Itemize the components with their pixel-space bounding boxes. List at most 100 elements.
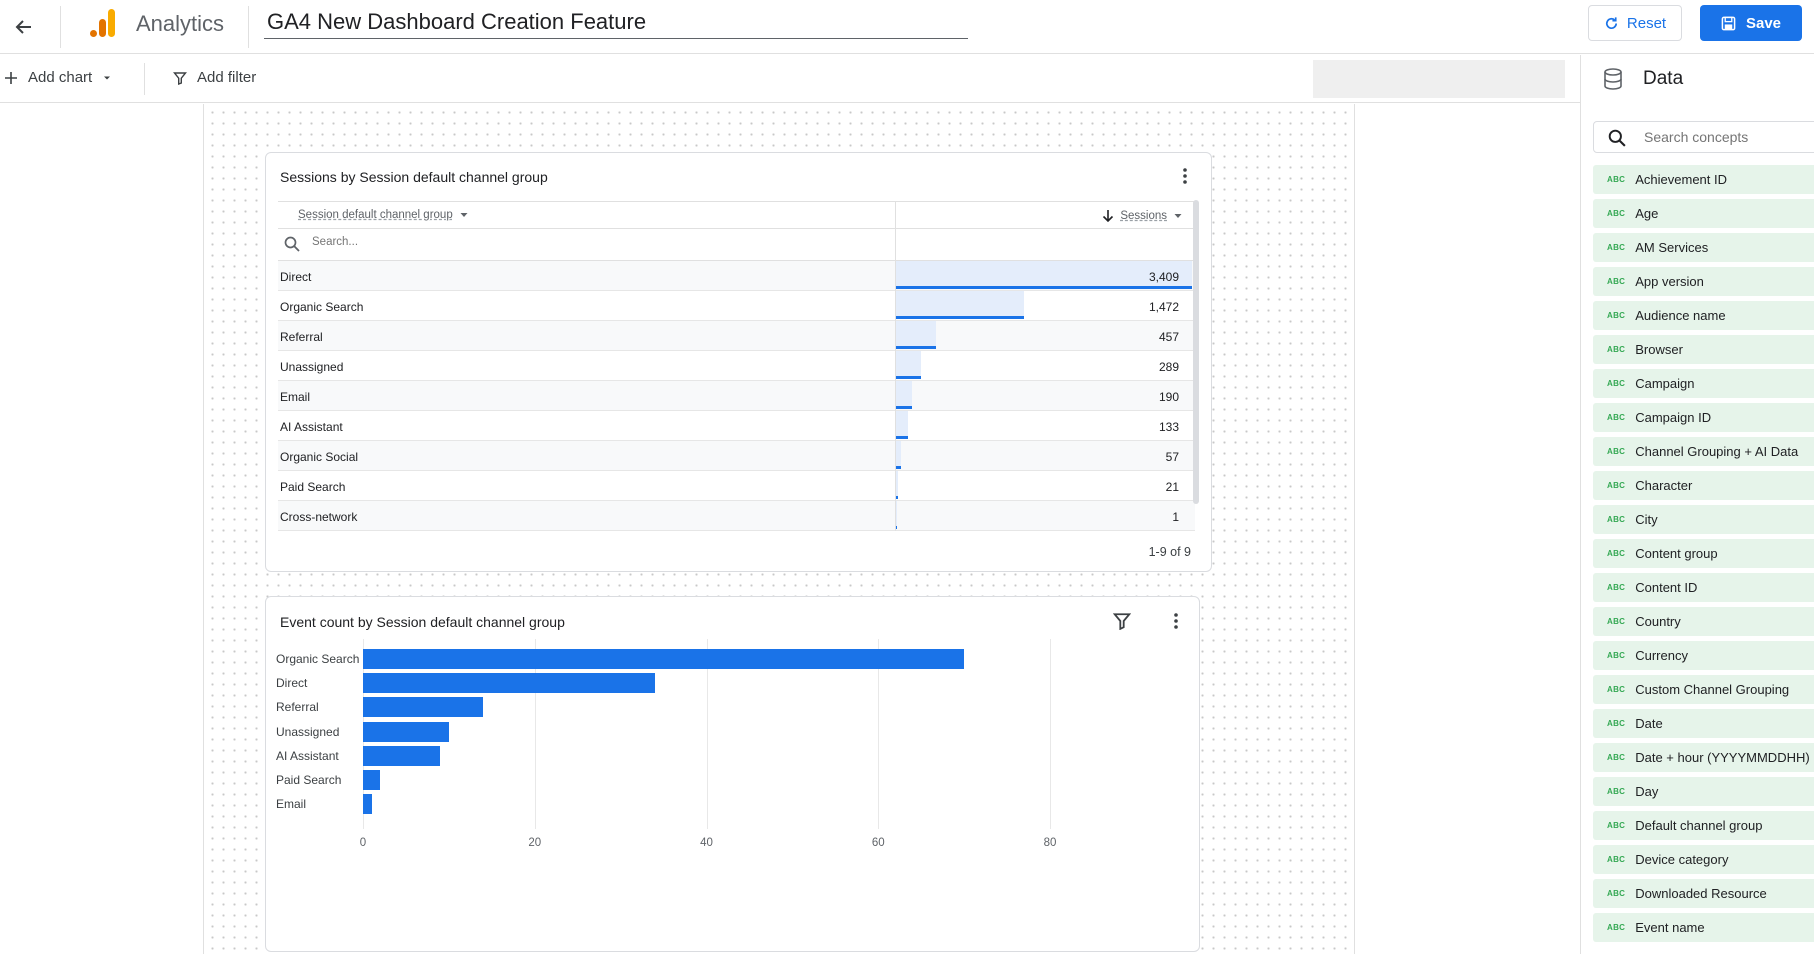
filter-icon[interactable] (1112, 611, 1132, 631)
dimension-field-item[interactable]: ABC Default channel group (1593, 811, 1814, 840)
table-row[interactable]: Email 190 (278, 381, 1195, 411)
text-type-icon: ABC (1607, 243, 1626, 252)
x-tick-label: 80 (1043, 837, 1057, 849)
dimension-field-item[interactable]: ABC Audience name (1593, 301, 1814, 330)
bar[interactable] (363, 649, 965, 669)
table-scrollbar[interactable] (1193, 200, 1199, 504)
bar[interactable] (363, 697, 484, 718)
bar[interactable] (363, 721, 449, 742)
dimension-field-item[interactable]: ABC Content group (1593, 539, 1814, 568)
dimension-field-item[interactable]: ABC Custom Channel Grouping (1593, 675, 1814, 704)
table-row[interactable]: Cross-network 1 (278, 501, 1195, 531)
bar[interactable] (363, 770, 381, 790)
table-row[interactable]: Organic Social 57 (278, 441, 1195, 471)
dimension-field-item[interactable]: ABC Currency (1593, 641, 1814, 670)
row-value-bar-line (896, 286, 1192, 289)
metric-column-header[interactable]: Sessions (1102, 209, 1183, 223)
row-metric-value: 3,409 (1148, 270, 1179, 284)
field-name: Campaign (1635, 376, 1695, 391)
app-header: Analytics Reset Save (0, 0, 1814, 54)
field-name: Country (1635, 614, 1681, 629)
sessions-table-card[interactable]: Sessions by Session default channel grou… (265, 152, 1212, 572)
dimension-field-item[interactable]: ABC Event name (1593, 913, 1814, 942)
card-title: Sessions by Session default channel grou… (280, 169, 548, 185)
dimension-field-item[interactable]: ABC Campaign ID (1593, 403, 1814, 432)
table-row[interactable]: Paid Search 21 (278, 471, 1195, 501)
dimension-field-item[interactable]: ABC Date (1593, 709, 1814, 738)
text-type-icon: ABC (1607, 583, 1626, 592)
row-value-bar (896, 441, 901, 467)
text-type-icon: ABC (1607, 311, 1626, 320)
column-divider (895, 321, 896, 351)
dimension-field-item[interactable]: ABC Date + hour (YYYYMMDDHH) (1593, 743, 1814, 772)
bar[interactable] (363, 794, 372, 815)
dimension-field-item[interactable]: ABC AM Services (1593, 233, 1814, 262)
row-dimension-label: Unassigned (280, 360, 344, 374)
column-divider (895, 202, 896, 230)
dimension-field-item[interactable]: ABC Day (1593, 777, 1814, 806)
table-row[interactable]: AI Assistant 133 (278, 411, 1195, 441)
event-count-bar-card[interactable]: Event count by Session default channel g… (265, 596, 1200, 952)
column-divider (895, 501, 896, 531)
toolbar-placeholder (1313, 60, 1565, 98)
add-chart-button[interactable]: Add chart (4, 69, 112, 86)
dimension-field-item[interactable]: ABC App version (1593, 267, 1814, 296)
field-name: City (1635, 512, 1658, 527)
field-name: AM Services (1635, 240, 1709, 255)
reset-label: Reset (1626, 14, 1667, 32)
row-metric-value: 190 (1158, 390, 1179, 404)
dimension-field-item[interactable]: ABC Country (1593, 607, 1814, 636)
table-row[interactable]: Referral 457 (278, 321, 1195, 351)
save-button[interactable]: Save (1700, 5, 1802, 41)
category-label: Unassigned (276, 724, 340, 739)
dimension-field-item[interactable]: ABC Content ID (1593, 573, 1814, 602)
save-label: Save (1745, 14, 1782, 32)
dimension-field-item[interactable]: ABC Age (1593, 199, 1814, 228)
bar[interactable] (363, 673, 655, 694)
field-name: Content ID (1635, 580, 1698, 595)
dimension-field-item[interactable]: ABC Character (1593, 471, 1814, 500)
x-tick-label: 40 (700, 837, 713, 849)
more-vert-icon[interactable] (1166, 611, 1186, 631)
x-gridline (534, 639, 536, 829)
analytics-logo-icon (88, 7, 120, 39)
table-row[interactable]: Organic Search 1,472 (278, 291, 1195, 321)
concept-search-input[interactable] (1644, 129, 1814, 145)
text-type-icon: ABC (1607, 345, 1626, 354)
reset-button[interactable]: Reset (1588, 5, 1682, 41)
row-value-bar-line (896, 316, 1024, 319)
dimension-field-item[interactable]: ABC Downloaded Resource (1593, 879, 1814, 908)
dimension-field-item[interactable]: ABC City (1593, 505, 1814, 534)
field-name: Audience name (1635, 308, 1726, 323)
table-pagination: 1-9 of 9 (1148, 545, 1191, 559)
row-value-bar (896, 261, 1192, 287)
dimension-field-item[interactable]: ABC Browser (1593, 335, 1814, 364)
dimension-field-list: ABC Achievement ID ABC Age ABC AM Services ABC… (1593, 165, 1814, 947)
report-title-input[interactable] (264, 5, 968, 39)
x-tick-label: 20 (528, 837, 542, 849)
dimension-field-item[interactable]: ABC Campaign (1593, 369, 1814, 398)
caret-down-icon (460, 213, 468, 217)
dimension-field-item[interactable]: ABC Achievement ID (1593, 165, 1814, 194)
chevron-down-icon (104, 76, 111, 79)
bar[interactable] (363, 745, 441, 766)
report-canvas: Sessions by Session default channel grou… (203, 104, 1355, 954)
back-arrow-icon[interactable] (6, 9, 42, 45)
data-panel-title: Data (1643, 68, 1684, 89)
column-divider (895, 261, 896, 291)
dimension-column-header[interactable]: Session default channel group (298, 209, 469, 221)
table-row[interactable]: Direct 3,409 (278, 261, 1195, 291)
more-vert-icon[interactable] (1175, 166, 1195, 186)
dimension-field-item[interactable]: ABC Device category (1593, 845, 1814, 874)
editor-toolbar: Add chart Add filter (0, 55, 1580, 103)
text-type-icon: ABC (1607, 379, 1626, 388)
table-row[interactable]: Unassigned 289 (278, 351, 1195, 381)
table-search-input[interactable] (312, 236, 612, 248)
save-icon (1721, 16, 1736, 30)
field-name: Date (1635, 716, 1663, 731)
dimension-field-item[interactable]: ABC Channel Grouping + AI Data (1593, 437, 1814, 466)
row-value-bar-line (896, 496, 898, 499)
row-metric-value: 133 (1158, 420, 1179, 434)
add-filter-button[interactable]: Add filter (173, 69, 256, 86)
field-name: Campaign ID (1635, 410, 1712, 425)
